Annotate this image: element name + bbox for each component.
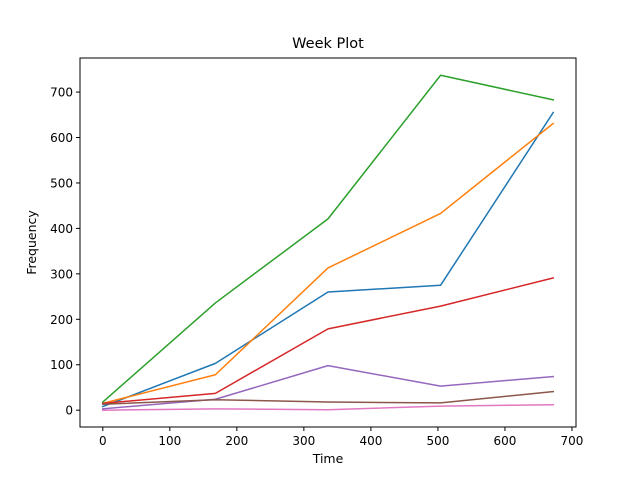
x-tick-label: 300 [292, 434, 315, 448]
x-tick-label: 500 [426, 434, 449, 448]
x-tick-label: 100 [158, 434, 181, 448]
plot-frame [79, 57, 577, 428]
series-line-2 [101, 122, 555, 405]
y-tick-label: 100 [50, 358, 73, 372]
x-tick-label: 0 [99, 434, 107, 448]
x-tick-label: 700 [561, 434, 584, 448]
series-line-1 [101, 111, 555, 408]
series-line-5 [101, 364, 555, 410]
x-axis-label: Time [312, 451, 344, 466]
x-tick-label: 600 [493, 434, 516, 448]
series-line-6 [102, 390, 555, 406]
y-tick-label: 200 [50, 313, 73, 327]
series-line-3 [101, 74, 555, 404]
y-tick-label: 500 [50, 176, 73, 190]
y-axis: 0 100 200 300 400 500 600 700 [50, 86, 80, 418]
y-tick-label: 600 [50, 131, 73, 145]
series-layer [101, 74, 555, 411]
y-axis-label: Frequency [24, 210, 39, 275]
y-tick-label: 0 [65, 404, 73, 418]
x-axis: 0 100 200 300 400 500 600 700 [99, 427, 583, 448]
series-line-4 [101, 277, 555, 405]
series-line-7 [102, 403, 554, 411]
x-tick-label: 200 [225, 434, 248, 448]
chart-title: Week Plot [292, 36, 364, 52]
y-tick-label: 300 [50, 267, 73, 281]
y-tick-label: 700 [50, 86, 73, 100]
y-tick-label: 400 [50, 222, 73, 236]
x-tick-label: 400 [359, 434, 382, 448]
